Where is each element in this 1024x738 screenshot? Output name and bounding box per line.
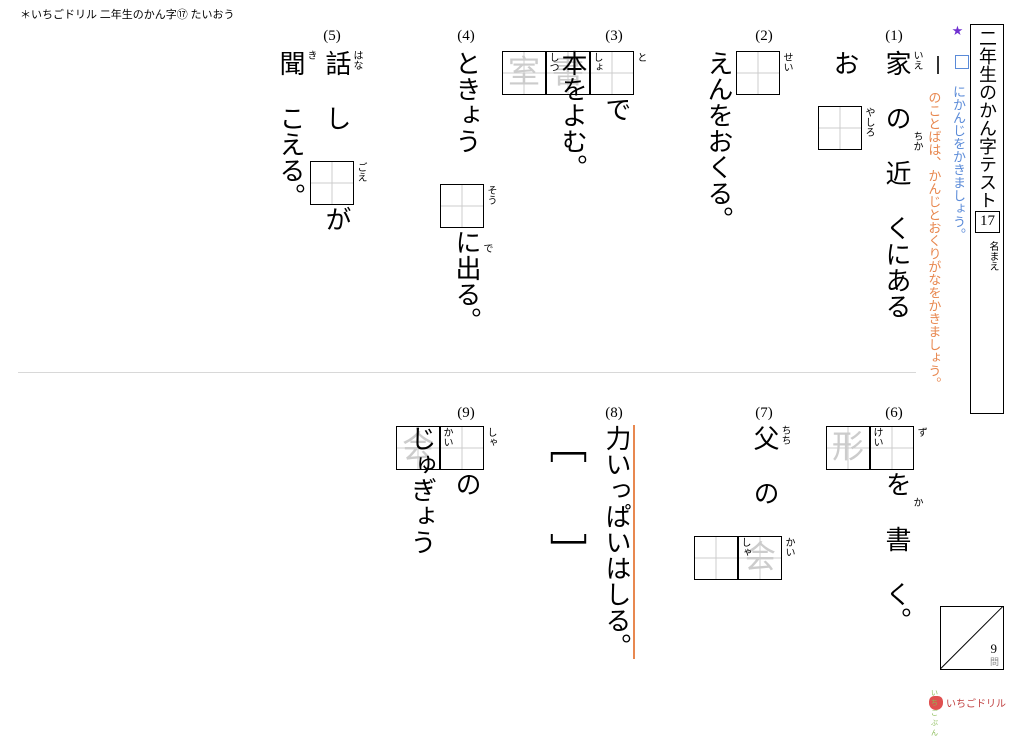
q7-no: の (750, 480, 779, 506)
q2-after: えんをおくる。 (704, 50, 733, 232)
q6-b1-ruby: ず (913, 427, 927, 469)
q2-number: (2) (744, 28, 784, 45)
q5-text: はな 話 し ごえ が (310, 50, 354, 232)
q7-text: ちち 父 の かい しゃ (694, 425, 782, 581)
q5-ruby-hana: はな (349, 50, 363, 70)
q6-box-2[interactable]: けい (826, 426, 870, 470)
q8-sentence: 力いっぱいはしる。 (602, 425, 635, 659)
q7-b1-ruby: かい (781, 537, 795, 579)
q4-ruby-de: で (479, 243, 493, 253)
q9-line2: じゅぎょう (403, 425, 439, 555)
q6-text: ず けい を か 書 く。 (826, 425, 914, 633)
q5-line2: き 聞 こえる。 (272, 50, 308, 209)
q1-kanji-ie: 家 (882, 50, 911, 76)
q9-b1-ruby: しゃ (483, 427, 497, 469)
q4-box-1[interactable]: そう (440, 184, 484, 228)
name-label: 名まえ (985, 241, 1000, 271)
q5-ruby-ki: き (303, 50, 317, 60)
logo-text: いちごドリル (946, 695, 1006, 710)
q1-no: の (882, 105, 911, 131)
problems-area: (1) いえ 家 の ちか 近 くにある お やしろ (2) せい えんをおくる… (20, 20, 914, 704)
q2-box1-ruby: せい (779, 52, 793, 94)
q4-b1-ruby: そう (483, 185, 497, 227)
q5-box-1[interactable]: ごえ (310, 161, 354, 205)
q3-b1-ruby: と (633, 52, 647, 94)
q9-number: (9) (446, 405, 486, 422)
brand-logo: いちごぶん いちごドリル (929, 695, 1006, 710)
q3-box-3[interactable]: しつ (502, 51, 546, 95)
title-column: 二年生のかん字テスト 17 名まえ (970, 24, 1004, 414)
sheet-number: 17 (975, 211, 1000, 233)
q1-kanji-chika: 近 (882, 160, 911, 186)
q1-tail: くにある (882, 215, 911, 319)
q9-jugyou: じゅぎょう (407, 425, 436, 555)
q7-box-2[interactable]: しゃ (694, 536, 738, 580)
q3-de: で (602, 96, 631, 122)
q2-line2: えんをおくる。 (700, 50, 736, 232)
q2-box-1[interactable]: せい (736, 51, 780, 95)
q5-number: (5) (312, 28, 352, 45)
q5-kanji-ki: 聞 (276, 50, 305, 76)
q7-kanji-chichi: 父 (750, 425, 779, 451)
bracket-close-icon: ﹈ (543, 533, 585, 641)
q3-line2: 本をよむ。 (554, 50, 590, 180)
line-icon (937, 56, 939, 74)
q4-pre: ときょう (452, 50, 481, 154)
q7-b2-ruby: しゃ (737, 537, 751, 579)
score-unit: 問 (990, 655, 999, 668)
q6-kanji-ka: 書 (882, 526, 911, 552)
q7-number: (7) (744, 405, 784, 422)
bracket-open-icon: ﹇ (543, 425, 585, 533)
header: 二年生のかん字テスト 17 名まえ ★ にかんじをかきましょう。 ★ のことばは… (939, 24, 1004, 624)
q9-no: の (452, 471, 481, 497)
q4-after: に出る。 (452, 229, 481, 333)
q4-number: (4) (446, 28, 486, 45)
strawberry-icon: いちごぶん (929, 696, 943, 710)
box-icon (955, 55, 969, 69)
q4-text: ときょう そう に出る。で (440, 50, 484, 333)
q5-kanji-hana: 話 (322, 50, 351, 76)
instructions: ★ にかんじをかきましょう。 ★ のことばは、かんじとおくりがなをかきましょう。 (921, 24, 970, 624)
q2-text: せい (736, 50, 780, 96)
instruction-1: にかんじをかきましょう。 (951, 85, 966, 241)
q5-shi: し (322, 105, 351, 131)
q3-b2-ruby: しょ (589, 52, 603, 94)
q1-ruby-ie: いえ (909, 50, 923, 70)
q9-b2-ruby: かい (439, 427, 453, 469)
q6-wo: を (882, 471, 911, 497)
q7-ruby-chichi: ちち (777, 425, 791, 445)
q8-text: 力いっぱいはしる。 (598, 425, 634, 659)
q6-b2-ruby: けい (869, 427, 883, 469)
q8-bracket[interactable]: ﹇﹈ (537, 425, 590, 641)
q1-o: お (830, 50, 859, 76)
q6-number: (6) (874, 405, 914, 422)
q5-ga: が (322, 206, 351, 232)
instruction-2: のことばは、かんじとおくりがなをかきましょう。 (926, 91, 941, 390)
logo-sub: いちごぶん (931, 688, 943, 738)
q1-box1-ruby: やしろ (861, 107, 875, 149)
q3-number: (3) (594, 28, 634, 45)
q5-koeru: こえる。 (276, 105, 305, 209)
q3-line2-text: 本をよむ。 (558, 50, 587, 180)
q8-number: (8) (594, 405, 634, 422)
star-icon: ★ (951, 24, 966, 39)
q6-ruby-ka: か (909, 497, 923, 507)
score-box: 9 問 (940, 606, 1004, 670)
q1-ruby-chika: ちか (909, 131, 923, 151)
q5-b1-ruby: ごえ (353, 162, 367, 204)
q6-ku: く。 (882, 581, 911, 633)
q1-text: いえ 家 の ちか 近 くにある (878, 50, 914, 319)
q1-line2: お やしろ (818, 50, 862, 151)
q1-box-1[interactable]: やしろ (818, 106, 862, 150)
q1-number: (1) (874, 28, 914, 45)
title-text: 二年生のかん字テスト (974, 29, 1000, 209)
